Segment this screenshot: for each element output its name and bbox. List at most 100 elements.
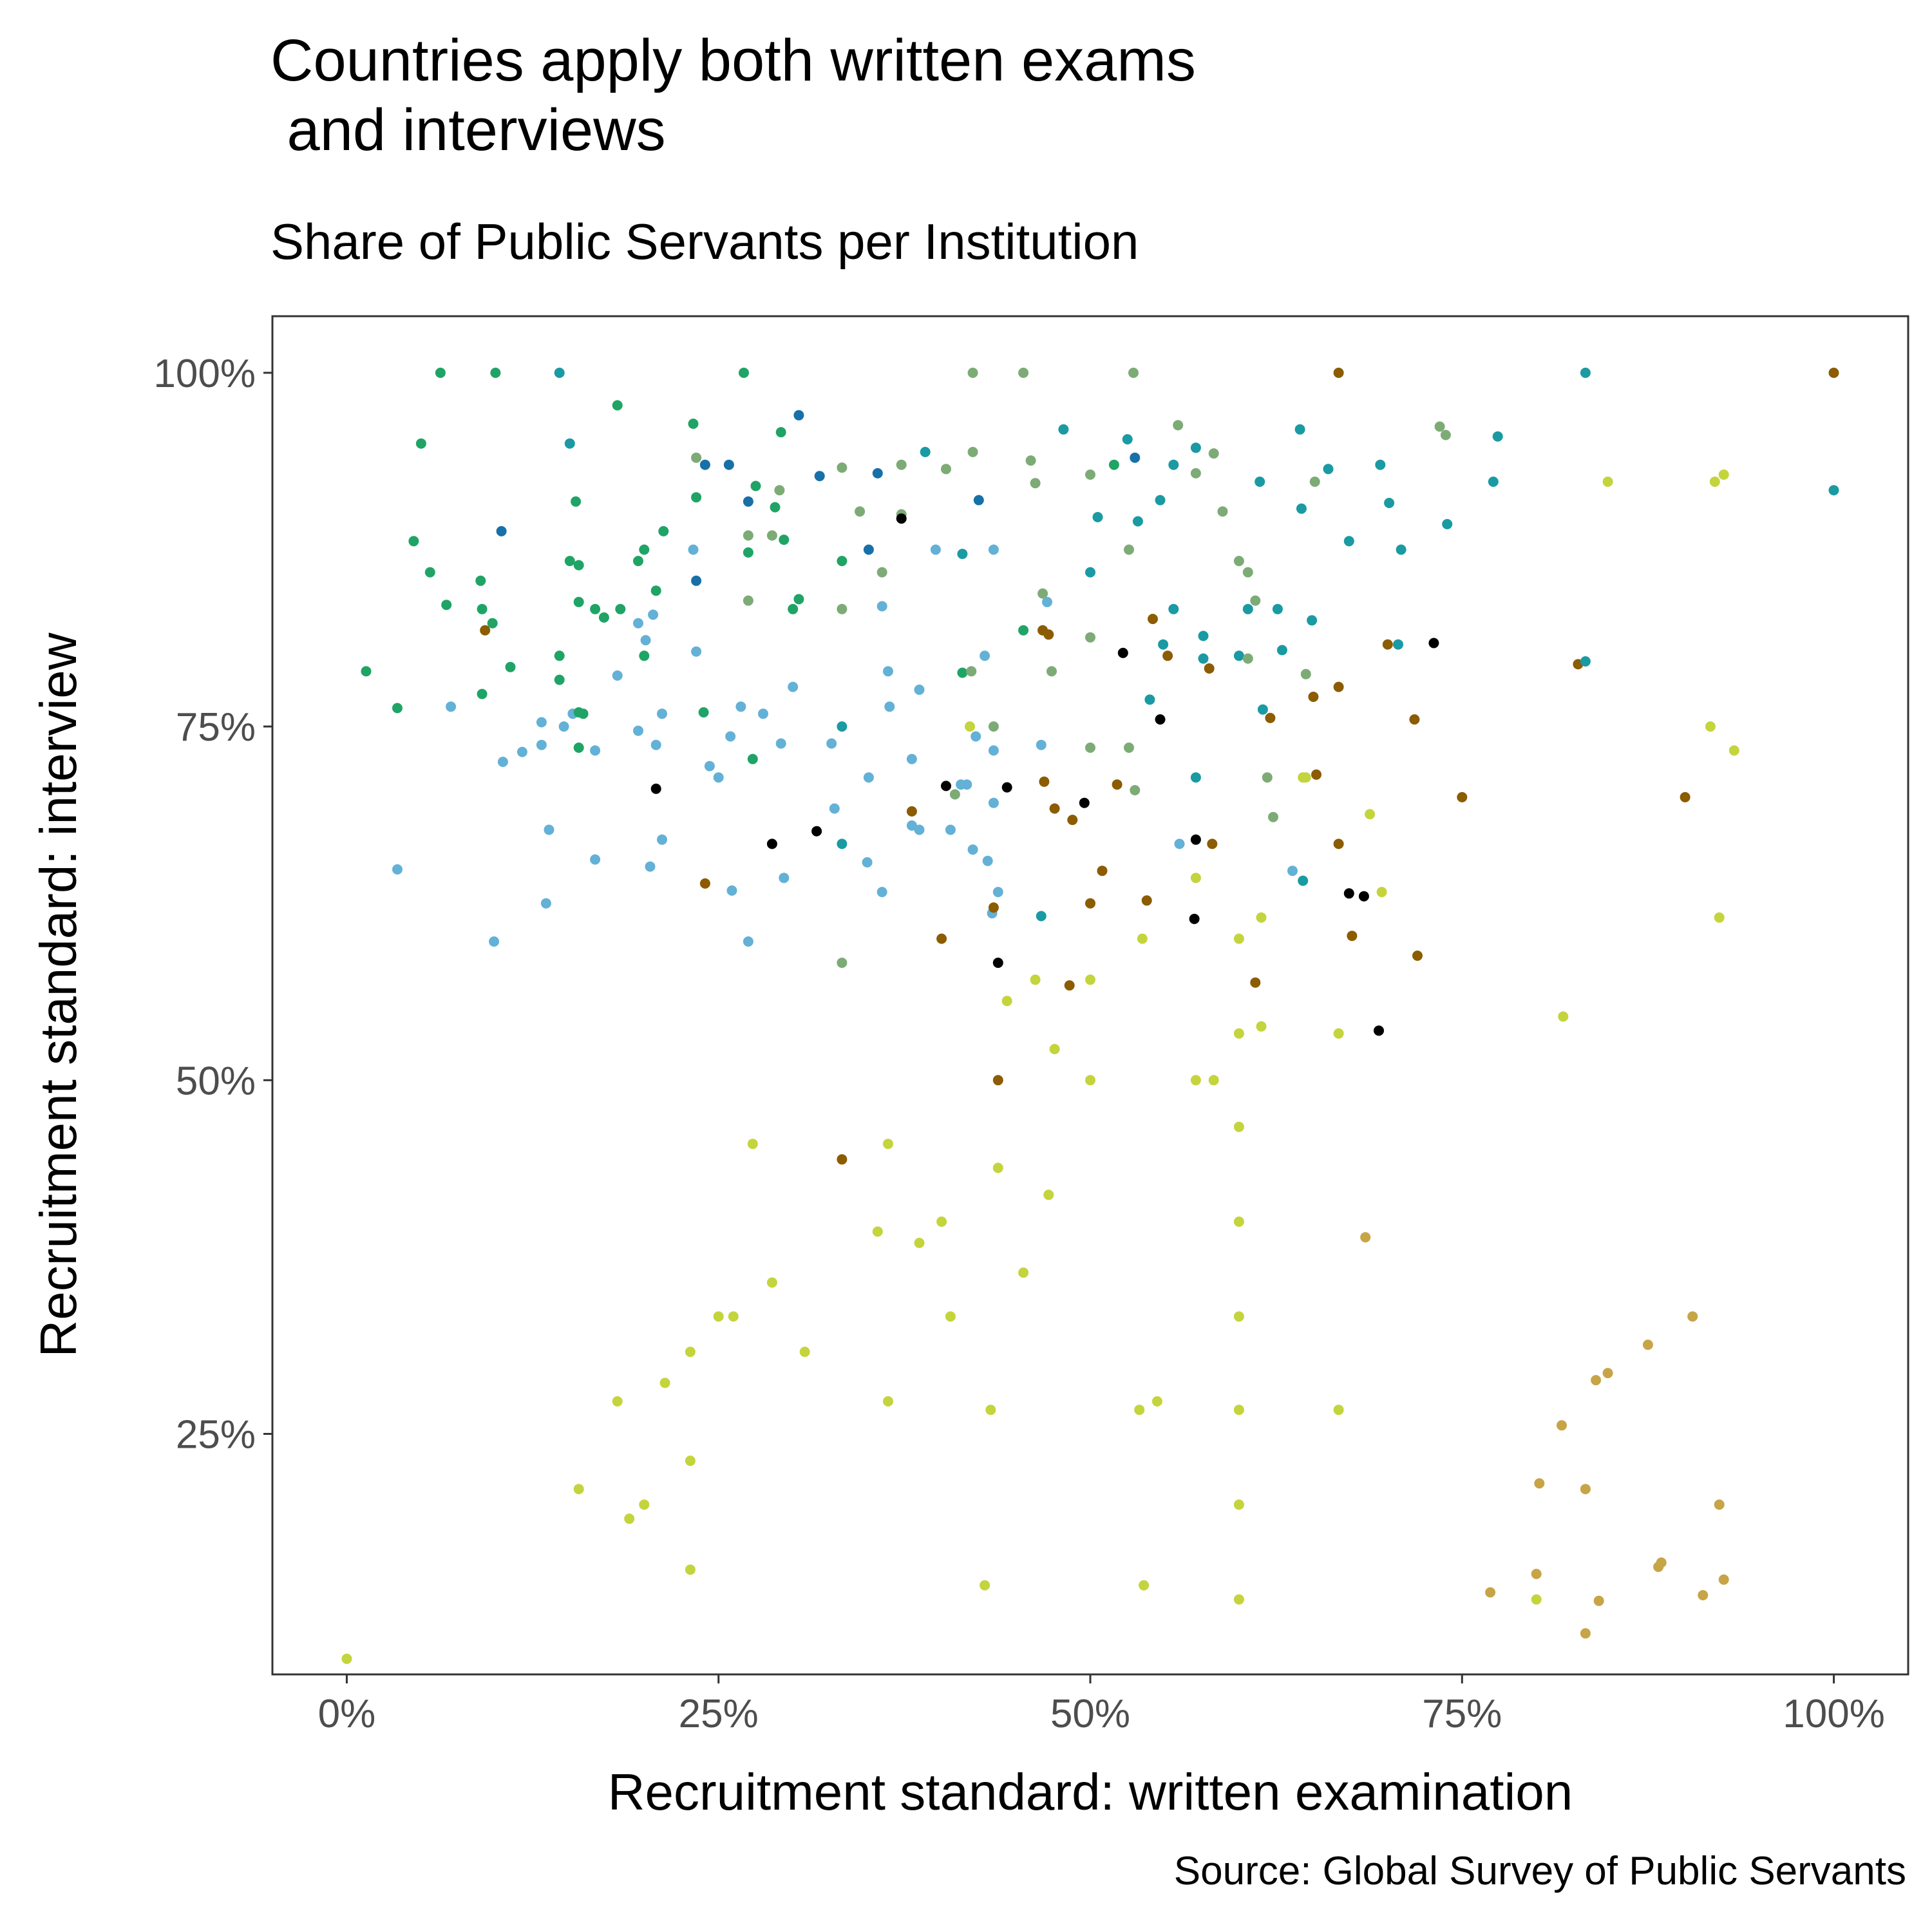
data-point xyxy=(872,1226,883,1237)
data-point xyxy=(766,838,777,849)
data-point xyxy=(650,783,661,794)
data-point xyxy=(540,898,551,909)
data-point xyxy=(1531,1594,1542,1605)
data-point xyxy=(554,650,565,661)
data-point xyxy=(837,556,848,567)
y-tick-label: 25% xyxy=(176,1413,256,1457)
data-point xyxy=(1132,516,1143,527)
data-point xyxy=(1531,1569,1542,1579)
data-point xyxy=(1064,980,1075,991)
data-point xyxy=(1001,996,1012,1007)
data-point xyxy=(1376,887,1387,898)
data-point xyxy=(743,595,753,606)
data-point xyxy=(961,779,972,790)
data-point xyxy=(1046,666,1057,677)
data-point xyxy=(1656,1557,1667,1568)
data-point xyxy=(1207,838,1218,849)
data-point xyxy=(1155,495,1166,506)
data-point xyxy=(685,1564,696,1575)
data-point xyxy=(659,1378,670,1388)
data-point xyxy=(779,535,790,545)
data-point xyxy=(590,603,601,614)
data-point xyxy=(1705,721,1716,732)
data-point xyxy=(1233,1405,1244,1416)
data-point xyxy=(477,688,488,699)
data-point xyxy=(766,530,777,541)
data-point xyxy=(691,646,702,657)
data-point xyxy=(883,1396,893,1406)
data-point xyxy=(896,513,907,524)
data-point xyxy=(1139,1580,1150,1591)
data-point xyxy=(590,854,601,865)
data-point xyxy=(967,844,978,855)
data-point xyxy=(1168,603,1179,614)
data-point xyxy=(1294,424,1305,435)
data-point xyxy=(1085,469,1095,480)
data-point xyxy=(1393,639,1403,650)
data-point xyxy=(633,618,643,629)
data-point xyxy=(1384,498,1395,508)
data-point xyxy=(1287,866,1298,876)
data-point xyxy=(930,544,941,555)
chart-source: Source: Global Survey of Public Servants xyxy=(1173,1849,1906,1893)
data-point xyxy=(1018,1267,1029,1278)
data-point xyxy=(1265,712,1276,723)
data-point xyxy=(788,603,799,614)
data-point xyxy=(988,745,999,756)
data-point xyxy=(615,603,626,614)
data-point xyxy=(1085,632,1095,643)
data-point xyxy=(876,887,887,898)
data-point xyxy=(564,556,575,567)
data-point xyxy=(1036,911,1046,922)
data-point xyxy=(750,480,761,491)
data-point xyxy=(862,857,873,867)
data-point xyxy=(658,526,669,536)
data-point xyxy=(1130,452,1141,463)
data-point xyxy=(1242,653,1253,664)
data-point xyxy=(973,495,984,506)
data-point xyxy=(1124,743,1134,753)
data-point xyxy=(554,674,565,685)
data-point xyxy=(1092,512,1103,522)
data-point xyxy=(743,936,753,947)
data-point xyxy=(1680,791,1690,802)
data-point xyxy=(988,544,999,555)
data-point xyxy=(1233,1217,1244,1227)
data-point xyxy=(691,452,702,463)
data-point xyxy=(876,567,887,578)
data-point xyxy=(1001,782,1012,793)
data-point xyxy=(490,367,501,378)
data-point xyxy=(872,468,883,478)
data-point xyxy=(1250,595,1261,606)
data-point xyxy=(640,635,651,646)
data-point xyxy=(598,612,609,623)
data-point xyxy=(837,838,848,849)
data-point xyxy=(1162,650,1173,661)
data-point xyxy=(906,753,917,764)
data-point xyxy=(1128,367,1139,378)
data-point xyxy=(1360,1232,1371,1243)
data-point xyxy=(758,708,768,719)
data-point xyxy=(691,492,702,503)
data-point xyxy=(945,1311,956,1322)
data-point xyxy=(1396,544,1406,555)
data-point xyxy=(1428,638,1439,649)
data-point xyxy=(1311,769,1321,780)
data-point xyxy=(747,753,758,764)
data-point xyxy=(639,544,650,555)
data-point xyxy=(1190,1075,1201,1086)
data-point xyxy=(1108,459,1119,470)
data-point xyxy=(612,670,623,681)
data-point xyxy=(1300,668,1311,679)
data-point xyxy=(487,618,498,629)
data-point xyxy=(941,464,951,475)
data-point xyxy=(1233,1121,1244,1132)
data-point xyxy=(971,731,981,742)
data-point xyxy=(788,681,799,692)
data-point xyxy=(965,721,975,732)
data-point xyxy=(1412,951,1423,961)
data-point xyxy=(1189,913,1200,924)
data-point xyxy=(1256,912,1267,923)
data-point xyxy=(1374,1025,1384,1036)
data-point xyxy=(1268,811,1278,822)
